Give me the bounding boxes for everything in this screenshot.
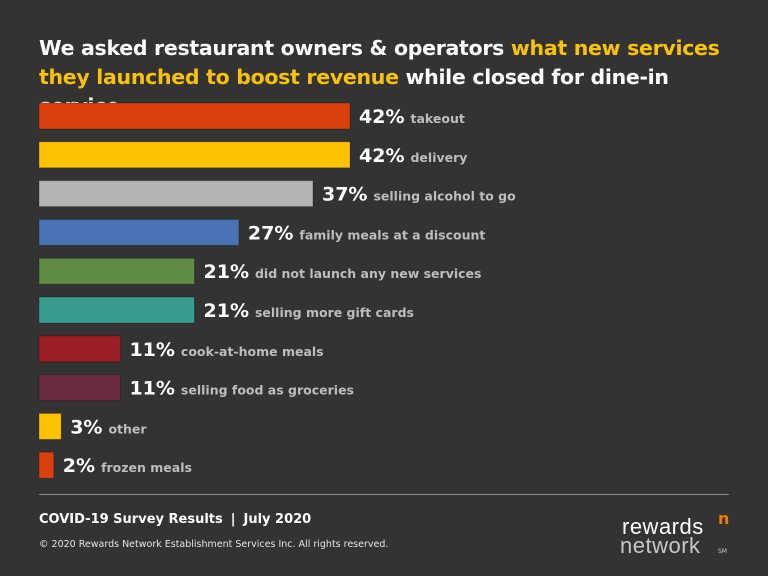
bar-7 [38, 374, 121, 402]
title-text: We asked restaurant owners & operators [39, 36, 511, 60]
bar-4 [38, 257, 195, 285]
bar-5 [38, 296, 195, 324]
bar-1 [38, 141, 351, 169]
bar-0 [38, 102, 351, 130]
bar-value-label: 27% family meals at a discount [248, 222, 485, 244]
logo-sm: SM [718, 548, 727, 555]
survey-title: COVID-19 Survey Results [39, 512, 223, 527]
survey-date: July 2020 [243, 512, 312, 527]
bar-6 [38, 335, 121, 363]
bar-3 [38, 218, 240, 246]
logo-line1: rewards [622, 514, 704, 539]
bar-value-label: 11% selling food as groceries [129, 378, 354, 400]
bar-value-label: 2% frozen meals [63, 455, 192, 477]
footer-divider [39, 494, 729, 495]
bar-value-label: 42% delivery [359, 145, 467, 167]
bar-value-label: 3% other [70, 416, 147, 438]
bar-value-label: 42% takeout [359, 106, 465, 128]
separator: | [230, 512, 236, 527]
bar-9 [38, 451, 55, 479]
bar-value-label: 11% cook-at-home meals [129, 339, 323, 361]
title-highlight: what new services they launched to boost… [39, 36, 720, 89]
rewards-network-logo: n rewards network SM [618, 509, 738, 562]
logo-mark-icon: n [718, 509, 730, 528]
bar-value-label: 21% did not launch any new services [204, 261, 482, 283]
survey-caption: COVID-19 Survey Results | July 2020 [39, 512, 311, 527]
logo-line2: network [620, 533, 701, 558]
bar-value-label: 21% selling more gift cards [204, 300, 414, 322]
copyright: © 2020 Rewards Network Establishment Ser… [39, 539, 389, 550]
bar-value-label: 37% selling alcohol to go [322, 184, 516, 206]
bar-chart: 42% takeout 42% delivery 37% selling alcohol … [38, 102, 516, 479]
bar-2 [38, 180, 314, 208]
bar-8 [38, 412, 62, 440]
